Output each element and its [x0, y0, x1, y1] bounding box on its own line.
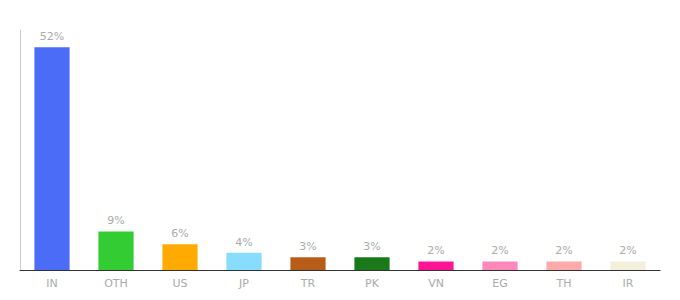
- svg-text:PK: PK: [365, 277, 380, 290]
- svg-text:9%: 9%: [107, 214, 124, 227]
- svg-text:IR: IR: [623, 277, 634, 290]
- svg-text:TR: TR: [300, 277, 316, 290]
- svg-text:OTH: OTH: [104, 277, 128, 290]
- svg-text:2%: 2%: [619, 244, 636, 257]
- svg-text:3%: 3%: [363, 240, 380, 253]
- svg-text:6%: 6%: [171, 227, 188, 240]
- svg-text:JP: JP: [238, 277, 249, 290]
- svg-text:2%: 2%: [491, 244, 508, 257]
- svg-text:IN: IN: [46, 277, 57, 290]
- svg-text:EG: EG: [492, 277, 507, 290]
- svg-text:VN: VN: [428, 277, 444, 290]
- svg-text:2%: 2%: [427, 244, 444, 257]
- svg-text:52%: 52%: [40, 30, 64, 43]
- svg-text:TH: TH: [556, 277, 572, 290]
- svg-text:4%: 4%: [235, 236, 252, 249]
- svg-text:2%: 2%: [555, 244, 572, 257]
- svg-text:3%: 3%: [299, 240, 316, 253]
- svg-text:US: US: [172, 277, 187, 290]
